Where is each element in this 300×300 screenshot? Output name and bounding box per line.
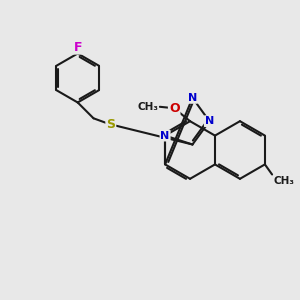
Text: F: F [74, 40, 82, 54]
Text: N: N [188, 93, 197, 103]
Text: N: N [160, 130, 170, 141]
Text: O: O [169, 102, 179, 115]
Text: N: N [205, 116, 214, 126]
Text: CH₃: CH₃ [137, 102, 158, 112]
Text: CH₃: CH₃ [274, 176, 295, 186]
Text: S: S [106, 118, 115, 130]
